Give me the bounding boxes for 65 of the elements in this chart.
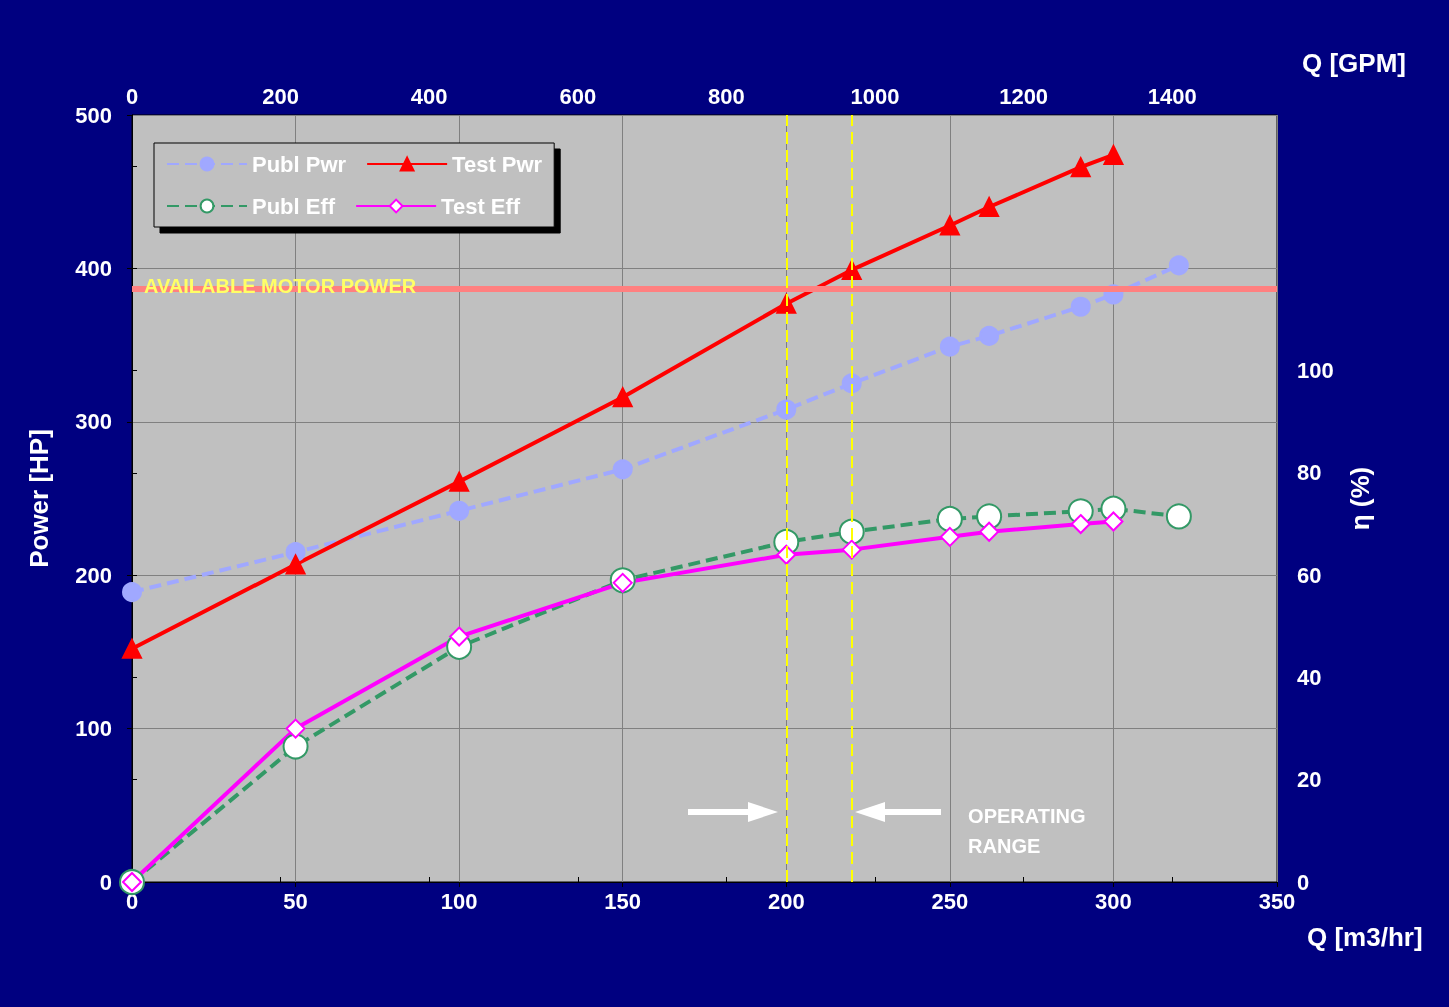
x2-tick-label: 200 <box>262 83 299 109</box>
point <box>122 582 142 603</box>
x-tick-label: 100 <box>440 888 478 914</box>
point <box>841 373 862 394</box>
y-tick-label: 500 <box>75 102 112 128</box>
annotation: OPERATING RANGE <box>968 804 1092 857</box>
x-tick-label: 50 <box>283 888 308 914</box>
y-tick-label: 200 <box>75 562 112 588</box>
y-tick-label: 100 <box>75 716 112 742</box>
point <box>1070 157 1091 178</box>
point <box>979 325 1000 346</box>
point <box>776 399 797 420</box>
ref-line-label: AVAILABLE MOTOR POWER <box>144 275 417 298</box>
point <box>936 505 963 532</box>
y2-tick-label: 80 <box>1297 460 1322 486</box>
x2-tick-label: 800 <box>708 83 745 109</box>
x-tick-label: 250 <box>931 888 969 914</box>
point <box>1070 296 1091 317</box>
y2-tick-label: 20 <box>1297 767 1322 793</box>
point <box>122 638 142 659</box>
x2-tick-label: 1400 <box>1147 83 1197 109</box>
point <box>449 471 470 492</box>
y-tick-label: 400 <box>75 255 112 281</box>
x-tick-label: 0 <box>125 888 139 914</box>
legend-label: Test Eff <box>441 193 521 219</box>
x-axis-title: Q [m3/hr] <box>1307 922 1423 952</box>
x-tick-label: 350 <box>1258 888 1296 914</box>
point <box>939 526 960 547</box>
point <box>612 387 633 408</box>
point <box>285 554 306 575</box>
x2-tick-label: 1200 <box>999 83 1049 109</box>
point <box>612 459 633 480</box>
x2-tick-label: 0 <box>125 83 139 109</box>
x-tick-label: 300 <box>1095 888 1132 914</box>
point <box>1103 511 1124 532</box>
point <box>282 733 309 760</box>
x2-tick-label: 400 <box>410 83 448 109</box>
y2-axis-title: η (%) <box>1345 466 1375 531</box>
point <box>1168 255 1189 276</box>
y2-tick-label: 40 <box>1297 664 1322 690</box>
point <box>979 521 1000 542</box>
x2-axis-title: Q [GPM] <box>1302 48 1406 78</box>
y-axis-title: Power [HP] <box>24 429 54 568</box>
y-tick-label: 300 <box>75 409 112 435</box>
x2-tick-label: 1000 <box>850 83 900 109</box>
x-tick-label: 150 <box>604 888 642 914</box>
point <box>979 197 1000 218</box>
point <box>976 503 1003 530</box>
point <box>449 626 470 647</box>
y2-tick-label: 0 <box>1297 869 1310 895</box>
point <box>1103 144 1124 165</box>
x-tick-label: 200 <box>767 888 805 914</box>
point <box>1165 503 1192 530</box>
y2-tick-label: 100 <box>1297 358 1334 384</box>
point <box>449 500 470 521</box>
point <box>939 215 960 236</box>
y-tick-label: 0 <box>99 869 112 895</box>
point <box>939 336 960 357</box>
x2-tick-label: 600 <box>559 83 597 109</box>
point <box>285 718 306 739</box>
legend-label: Publ Pwr <box>252 151 347 177</box>
point <box>1070 514 1091 535</box>
y2-tick-label: 60 <box>1297 562 1322 588</box>
legend-label: Publ Eff <box>252 193 336 219</box>
legend-label: Test Pwr <box>452 151 543 177</box>
